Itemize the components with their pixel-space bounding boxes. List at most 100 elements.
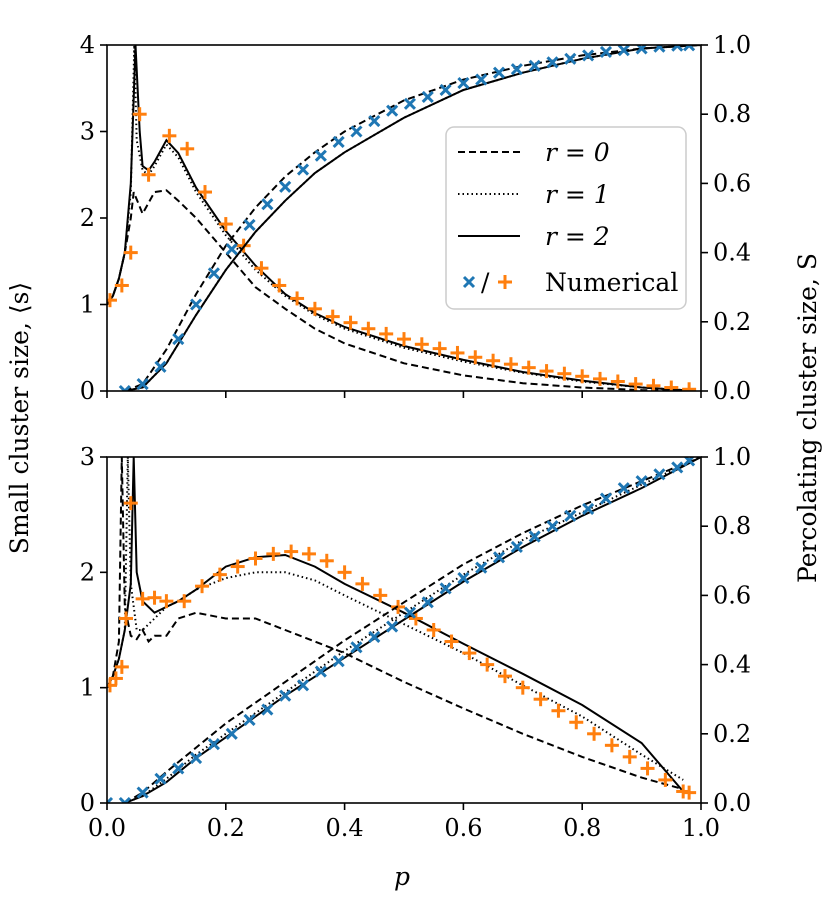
legend: r = 0 r = 1 r = 2 / Numerical [445,126,687,310]
cross-marker [332,135,345,148]
cross-marker [279,180,292,193]
cross-marker [172,333,185,346]
cross-marker [207,738,220,751]
cross-marker [190,751,203,765]
cross-marker [403,97,417,110]
x-tick-label: 0.4 [326,814,364,842]
plot-area-top [107,45,701,391]
plus-marker [593,371,608,386]
cross-marker [671,461,684,474]
cross-marker [421,596,434,609]
plus-marker [107,293,117,308]
cross-marker [172,762,185,775]
plus-marker [343,315,358,330]
x-axis-title: p [394,862,410,891]
small-cluster-line-r1 [107,45,684,391]
cross-marker [403,606,417,619]
legend-label-r0: r = 0 [545,138,610,167]
legend-cross-marker [462,275,476,289]
cross-marker [564,52,577,65]
plus-marker [195,579,210,594]
cross-marker [457,76,470,90]
plus-marker [290,291,305,306]
percolating-cluster-line-r1 [124,457,701,803]
y-right-tick-label: 0.6 [713,581,751,609]
plus-marker [450,345,465,360]
small-cluster-line-r1 [107,457,684,781]
x-tick-label: 0.6 [444,814,482,842]
plus-marker [132,107,147,122]
y-right-tick-label: 0.2 [713,720,751,748]
plus-marker [569,715,584,730]
cross-marker [350,125,363,138]
y-left-tick-label: 2 [80,558,95,586]
x-tick-label: 1.0 [682,814,720,842]
plus-marker [180,141,195,156]
cross-marker [439,83,452,97]
plus-marker [135,591,150,606]
plus-marker [604,738,619,753]
y-left-tick-label: 0 [80,377,95,405]
y-right-tick-label: 0.8 [713,512,751,540]
cross-marker [599,45,613,58]
cross-marker [653,45,666,53]
plus-marker [462,646,477,661]
cross-marker [564,509,577,522]
y-left-tick-label: 1 [80,674,95,702]
bottom-panel: 0.0 0.2 0.4 0.6 0.8 1.0 0 1 2 3 0.0 0.2 0.4 0.6 0.8 1.0 [80,443,751,842]
cross-marker [107,796,114,803]
cross-marker [243,713,256,727]
plus-marker [198,185,213,200]
plus-marker [628,377,643,391]
cross-marker [332,655,345,668]
y-axis-left-title: Small cluster size, ⟨s⟩ [5,282,34,554]
plus-marker [432,341,447,356]
plus-marker [575,369,590,384]
plus-marker [141,167,156,182]
y-left-tick-label: 4 [80,31,95,59]
cross-marker [439,582,452,595]
plus-marker [682,382,697,391]
cross-marker [243,218,256,231]
plus-marker [539,364,554,379]
cross-marker [617,482,630,495]
plus-marker [325,309,340,324]
cross-marker [582,49,595,62]
y-right-tick-label: 0.4 [713,239,751,267]
y-right-tick-label: 0.6 [713,169,751,197]
legend-label-r1: r = 1 [545,180,610,209]
cross-marker [261,703,274,716]
cross-marker [653,468,666,481]
cross-marker [136,786,149,799]
legend-plus-marker [498,275,512,289]
plus-marker [379,326,394,341]
cross-marker [118,796,131,803]
cross-marker [475,561,488,574]
plus-marker [682,785,697,800]
plus-marker [248,551,263,566]
cross-marker [314,149,327,162]
plus-marker [114,659,129,674]
cross-marker [368,630,381,643]
y-right-tick-label: 1.0 [713,443,751,471]
small-cluster-line-r2 [107,45,684,391]
legend-separator: / [481,268,490,297]
small-cluster-line-r2 [107,457,684,793]
plus-marker [230,559,245,574]
plus-marker [426,623,441,637]
y-right-tick-label: 0.0 [713,789,751,817]
cross-marker [350,641,363,654]
cross-marker [582,502,595,515]
cross-marker [314,665,327,678]
cross-marker [296,679,310,692]
cross-marker [528,530,541,543]
plus-marker [119,611,134,626]
cross-marker [225,727,238,740]
cross-marker [510,540,523,554]
legend-label-numerical: Numerical [545,268,678,297]
y-right-tick-label: 0.2 [713,308,751,336]
cross-marker [492,66,506,79]
cross-marker [190,298,203,311]
cross-marker [279,689,292,702]
cross-marker [154,772,167,785]
